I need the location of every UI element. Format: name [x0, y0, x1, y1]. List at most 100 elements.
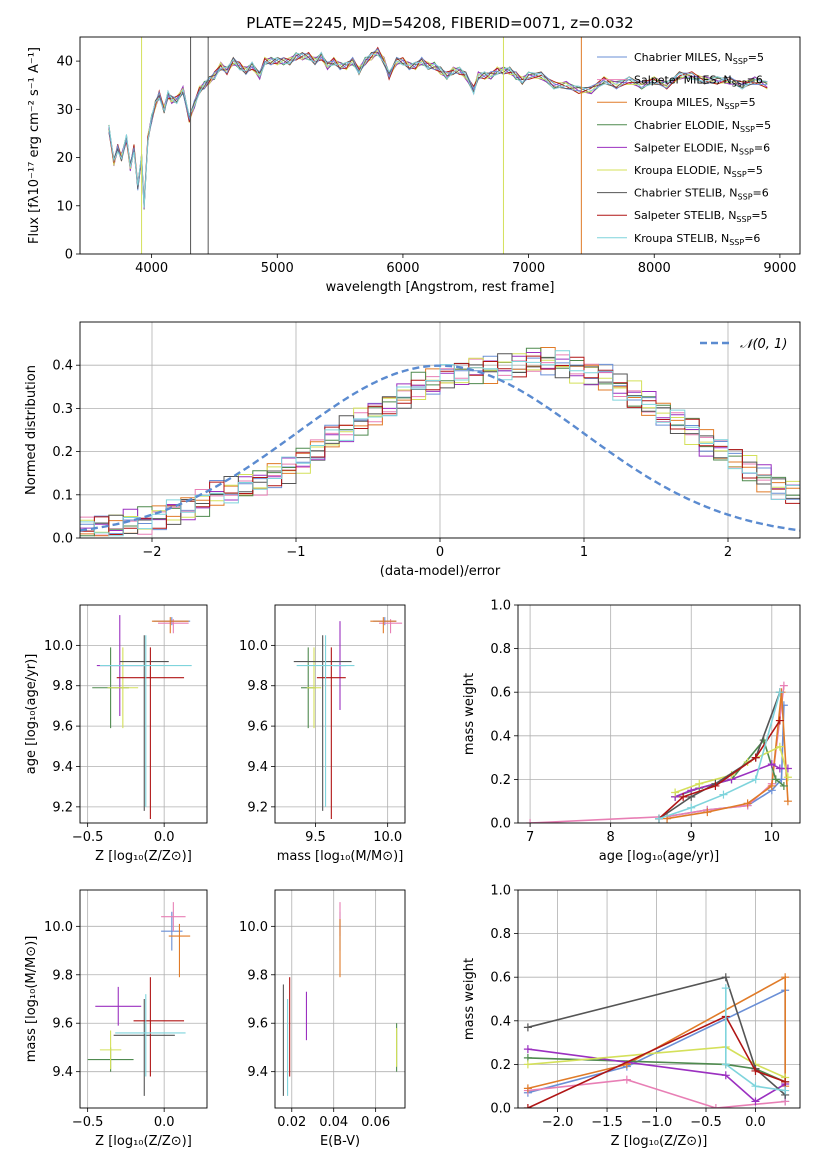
y-tick-label: 9.8: [247, 968, 268, 983]
plus-marker: [775, 688, 784, 697]
errorbar-point: [133, 977, 185, 1077]
legend-sub: SSP: [736, 215, 751, 224]
y-tick-label: 40: [56, 55, 73, 70]
y-tick-label: 10.0: [239, 920, 268, 935]
y-tick-label: 10.0: [239, 639, 268, 654]
x-tick-label: 7: [526, 830, 534, 845]
mass-weight-line: [658, 691, 781, 820]
panel-age_vs_mass: 9.5 10.0 9.2 9.4 9.6 9.8 10.0 mass [log₁₀(M/M⊙)…: [239, 604, 406, 864]
x-tick-label: 9: [687, 830, 695, 845]
plot-area: [80, 322, 800, 538]
axes-frame: [79, 321, 801, 539]
legend-text: Kroupa MILES, N: [634, 96, 724, 109]
plus-marker: [751, 1097, 760, 1106]
axes-frame: [274, 889, 406, 1109]
errorbar-point: [99, 1030, 122, 1070]
x-tick-label: 2: [724, 545, 732, 560]
legend-text: Chabrier ELODIE, N: [634, 119, 740, 132]
errorbar-point: [107, 647, 139, 729]
x-tick-label: −0.5: [690, 1115, 722, 1130]
legend-label: Salpeter MILES, NSSP=6: [634, 74, 763, 89]
plus-marker: [781, 1077, 790, 1086]
plus-marker: [721, 1071, 730, 1080]
legend-sub: SSP: [740, 125, 755, 134]
errorbar-point: [370, 617, 397, 634]
legend-label: Kroupa STELIB, NSSP=6: [634, 232, 760, 247]
errorbar-point: [119, 635, 169, 811]
plot-area: [275, 605, 405, 823]
plus-marker: [523, 1060, 532, 1069]
x-tick-label: −2.0: [542, 1115, 574, 1130]
plus-marker: [779, 681, 788, 690]
legend-suffix: =6: [754, 141, 770, 154]
y-tick-label: 9.2: [52, 800, 73, 815]
plus-marker: [523, 1023, 532, 1032]
x-axis-label: E(B-V): [320, 1134, 360, 1149]
legend-label: 𝒩(0, 1): [740, 337, 787, 352]
x-tick-label: 0.02: [277, 1115, 306, 1130]
y-tick-label: 9.8: [52, 679, 73, 694]
y-tick-label: 9.4: [247, 1065, 268, 1080]
plus-marker: [767, 781, 776, 790]
x-tick-label: 0.0: [154, 1115, 175, 1130]
y-axis-label: Flux [fλ10⁻¹⁷ erg cm⁻² s⁻¹ A⁻¹]: [27, 47, 42, 244]
y-tick-label: 0.2: [490, 773, 511, 788]
x-tick-label: 10: [764, 830, 781, 845]
legend-label: Chabrier ELODIE, NSSP=5: [634, 119, 771, 134]
y-axis-label: mass [log₁₀(M/M⊙)]: [24, 936, 39, 1063]
legend-suffix: =6: [744, 232, 760, 245]
x-tick-label: 9000: [763, 261, 796, 276]
gaussian-curve: [80, 364, 800, 532]
plus-marker: [779, 781, 788, 790]
y-tick-label: 0.6: [490, 971, 511, 986]
y-tick-label: 0.4: [490, 729, 511, 744]
plot-area: [275, 890, 405, 1108]
plus-marker: [526, 819, 535, 823]
plus-marker: [721, 1060, 730, 1069]
errorbar-point: [99, 635, 192, 807]
axes-frame: [517, 604, 801, 824]
x-tick-label: 1: [580, 545, 588, 560]
y-axis-label: mass weight: [462, 958, 477, 1040]
legend-suffix: =6: [753, 187, 769, 200]
x-tick-label: 6000: [386, 261, 419, 276]
y-tick-label: 30: [56, 103, 73, 118]
legend-label: Chabrier STELIB, NSSP=6: [634, 187, 769, 202]
mass-weight-line: [658, 720, 781, 820]
errorbar-point: [296, 635, 355, 807]
plus-marker: [781, 1086, 790, 1095]
spectrum-line: [108, 48, 768, 203]
plus-marker: [695, 779, 704, 788]
y-tick-label: 9.6: [247, 1017, 268, 1032]
plus-marker: [751, 1066, 760, 1075]
mass-weight-line: [527, 1046, 786, 1079]
y-tick-label: 9.8: [52, 968, 73, 983]
legend-text: Kroupa ELODIE, N: [634, 164, 732, 177]
x-axis-label: Z [log₁₀(Z/Z⊙)]: [95, 1134, 192, 1149]
y-tick-label: 0.4: [490, 1014, 511, 1029]
legend-sub: SSP: [724, 102, 739, 111]
y-tick-label: 9.4: [52, 1065, 73, 1080]
legend-suffix: =5: [751, 209, 767, 222]
errorbar-point: [115, 994, 186, 1077]
legend-text: Salpeter ELODIE, N: [634, 141, 739, 154]
plus-marker: [721, 973, 730, 982]
legend-label: Kroupa ELODIE, NSSP=5: [634, 164, 763, 179]
legend-suffix: =5: [748, 51, 764, 64]
legend-suffix: =5: [747, 164, 763, 177]
x-tick-label: 0.0: [745, 1115, 766, 1130]
x-tick-label: 0.04: [319, 1115, 348, 1130]
plus-marker: [523, 1045, 532, 1054]
panel-spectrum: 4000 5000 6000 7000 8000 9000 0 10 20 30 40 wavelen…: [27, 36, 801, 295]
legend-suffix: =6: [747, 74, 763, 87]
axes-frame: [517, 889, 801, 1109]
plus-marker: [751, 775, 760, 784]
x-tick-label: −1: [286, 545, 305, 560]
legend-sub: SSP: [732, 170, 747, 179]
legend-text: Salpeter MILES, N: [634, 74, 732, 87]
y-axis-label: Normed distribution: [24, 365, 39, 495]
plus-marker: [655, 814, 663, 823]
panel-mass_weight_vs_age: 7 8 9 10 0.0 0.2 0.4 0.6 0.8 1.0 age [log₁₀(age/yr…: [462, 599, 801, 864]
errorbar-point: [161, 902, 186, 932]
